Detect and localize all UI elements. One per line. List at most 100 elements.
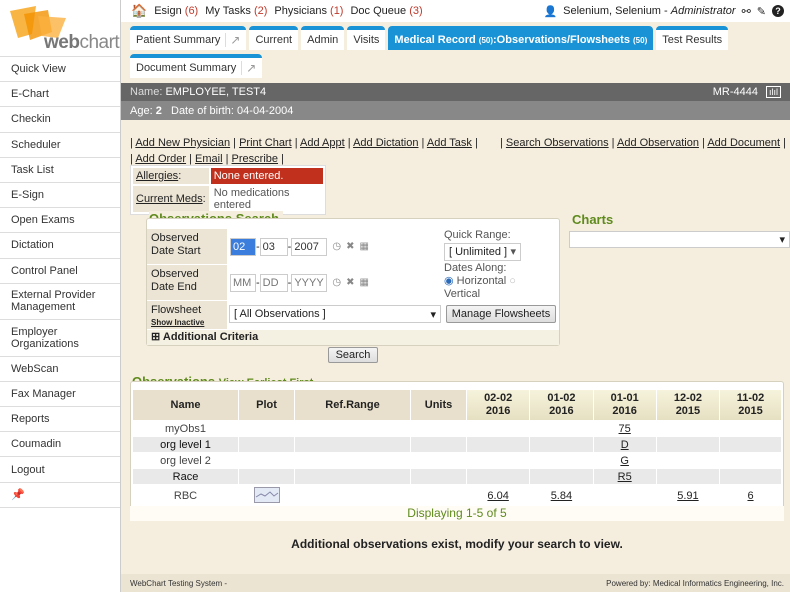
- link-add-document[interactable]: Add Document: [707, 137, 781, 149]
- sidebar-item-reports[interactable]: Reports: [0, 407, 120, 433]
- show-inactive-link[interactable]: Show Inactive: [151, 318, 205, 327]
- column-header-date[interactable]: 12-02 2015: [656, 390, 720, 420]
- tab-patient-summary[interactable]: Patient Summary ↗: [130, 26, 247, 50]
- link-icon[interactable]: ⚯: [741, 5, 751, 18]
- open-external-icon[interactable]: ↗: [241, 61, 256, 75]
- observation-value[interactable]: R5: [617, 470, 632, 483]
- allergies-link[interactable]: Allergies: [136, 170, 179, 182]
- observation-value[interactable]: G: [620, 454, 629, 467]
- observation-value[interactable]: 6: [747, 490, 754, 502]
- observation-value[interactable]: 5.91: [677, 490, 699, 502]
- magic-wand-icon[interactable]: ✎: [756, 5, 766, 18]
- link-add-task[interactable]: Add Task: [426, 137, 472, 149]
- link-add-order[interactable]: Add Order: [135, 153, 187, 165]
- tab-visits[interactable]: Visits: [347, 26, 386, 50]
- quick-range-select[interactable]: [ Unlimited ] ▾: [444, 243, 521, 261]
- bar-chart-icon[interactable]: ılıl: [766, 86, 781, 98]
- link-add-new-physician[interactable]: Add New Physician: [135, 137, 231, 149]
- help-icon[interactable]: ?: [772, 5, 784, 17]
- topbar-physicians[interactable]: Physicians (1): [274, 5, 343, 17]
- sidebar-item-coumadin[interactable]: Coumadin: [0, 432, 120, 458]
- webchart-logo[interactable]: webchart: [0, 0, 120, 57]
- sidebar-pin-button[interactable]: 📌: [0, 483, 120, 508]
- link-print-chart[interactable]: Print Chart: [239, 137, 292, 149]
- manage-flowsheets-button[interactable]: Manage Flowsheets: [446, 305, 556, 323]
- start-day-input[interactable]: [259, 237, 288, 256]
- sidebar-item-e-sign[interactable]: E-Sign: [0, 183, 120, 209]
- additional-criteria-toggle[interactable]: ⊞ Additional Criteria: [147, 330, 559, 345]
- search-button[interactable]: Search: [328, 347, 378, 363]
- topbar-count: (1): [330, 5, 344, 17]
- topbar-esign[interactable]: Esign (6): [154, 5, 198, 17]
- sidebar-item-employer-organizations[interactable]: Employer Organizations: [0, 320, 120, 357]
- tab-label: Patient Summary: [136, 34, 221, 46]
- plot-thumbnail-icon[interactable]: [253, 487, 280, 503]
- link-add-observation[interactable]: Add Observation: [617, 137, 699, 149]
- column-header-date[interactable]: 11-02 2015: [720, 390, 781, 420]
- column-header-date[interactable]: 02-02 2016: [467, 390, 530, 420]
- observation-value[interactable]: 5.84: [550, 490, 573, 502]
- column-header-date[interactable]: 01-02 2016: [530, 390, 593, 420]
- flowsheet-select[interactable]: [ All Observations ] ▾: [229, 305, 441, 323]
- sidebar-item-task-list[interactable]: Task List: [0, 158, 120, 183]
- link-search-observations[interactable]: Search Observations: [505, 137, 609, 149]
- horizontal-radio[interactable]: ◉: [444, 275, 454, 287]
- tab-current[interactable]: Current: [249, 26, 299, 50]
- end-day-input[interactable]: [259, 273, 288, 292]
- calendar-icon[interactable]: ▦: [359, 241, 369, 252]
- topbar-label: Esign: [154, 5, 182, 17]
- tab-document-summary[interactable]: Document Summary ↗: [130, 54, 263, 78]
- tab-admin[interactable]: Admin: [301, 26, 345, 50]
- sidebar-item-open-exams[interactable]: Open Exams: [0, 208, 120, 234]
- observations-table: Name Plot Ref.Range Units 02-02 2016 01-02 2016…: [130, 381, 784, 509]
- date-year: 2015: [675, 405, 701, 417]
- sidebar-item-e-chart[interactable]: E-Chart: [0, 82, 120, 108]
- tab-label: Test Results: [662, 34, 723, 46]
- start-year-input[interactable]: [291, 237, 328, 256]
- date-month-day: 12-02: [673, 392, 702, 404]
- dob-label: Date of birth:: [171, 104, 234, 117]
- clock-icon[interactable]: ◷: [332, 241, 342, 252]
- sidebar-item-external-provider-management[interactable]: External Provider Management: [0, 284, 120, 321]
- start-month-input[interactable]: [230, 237, 256, 256]
- end-month-input[interactable]: [230, 273, 256, 292]
- user-name[interactable]: Selenium, Selenium - Administrator: [563, 5, 736, 17]
- tab-test-results[interactable]: Test Results: [656, 26, 729, 50]
- observation-name: RBC: [173, 490, 198, 502]
- sidebar-item-webscan[interactable]: WebScan: [0, 357, 120, 382]
- observation-value[interactable]: 75: [618, 422, 631, 435]
- link-add-appt[interactable]: Add Appt: [300, 137, 345, 149]
- table-row: RBC 6.04 5.84 5.91 6: [133, 485, 781, 507]
- calendar-icon[interactable]: ▦: [359, 277, 369, 288]
- tab-medical-record[interactable]: Medical Record (50):Observations/Flowshe…: [388, 26, 654, 50]
- observation-value[interactable]: D: [620, 438, 629, 451]
- clear-icon[interactable]: ✖: [346, 241, 355, 252]
- charts-select[interactable]: ▾: [569, 231, 790, 248]
- sidebar-item-logout[interactable]: Logout: [0, 457, 120, 483]
- sidebar-item-scheduler[interactable]: Scheduler: [0, 133, 120, 158]
- clear-icon[interactable]: ✖: [346, 277, 355, 288]
- vertical-label: Vertical: [444, 288, 481, 300]
- sidebar-item-fax-manager[interactable]: Fax Manager: [0, 382, 120, 408]
- home-icon[interactable]: 🏠: [131, 3, 148, 18]
- open-external-icon[interactable]: ↗: [225, 33, 240, 47]
- sidebar-item-dictation[interactable]: Dictation: [0, 233, 120, 259]
- end-year-input[interactable]: [291, 273, 328, 292]
- sidebar-item-control-panel[interactable]: Control Panel: [0, 259, 120, 284]
- column-header-date[interactable]: 01-01 2016: [593, 390, 656, 420]
- topbar-label: Physicians: [274, 5, 327, 17]
- clock-icon[interactable]: ◷: [332, 277, 342, 288]
- link-prescribe[interactable]: Prescribe: [231, 153, 279, 165]
- link-email[interactable]: Email: [195, 153, 223, 165]
- topbar-doc-queue[interactable]: Doc Queue (3): [350, 5, 422, 17]
- sidebar-item-checkin[interactable]: Checkin: [0, 107, 120, 133]
- sidebar-item-quick-view[interactable]: Quick View: [0, 57, 120, 83]
- observation-value[interactable]: 6.04: [487, 490, 509, 502]
- topbar-my-tasks[interactable]: My Tasks (2): [205, 5, 267, 17]
- current-meds-link[interactable]: Current Meds: [136, 193, 203, 205]
- date-month-day: 01-01: [610, 392, 639, 404]
- link-add-dictation[interactable]: Add Dictation: [353, 137, 419, 149]
- tab-label: Visits: [353, 34, 380, 46]
- vertical-radio[interactable]: ○: [509, 275, 516, 287]
- mr-number: MR-4444: [712, 86, 758, 98]
